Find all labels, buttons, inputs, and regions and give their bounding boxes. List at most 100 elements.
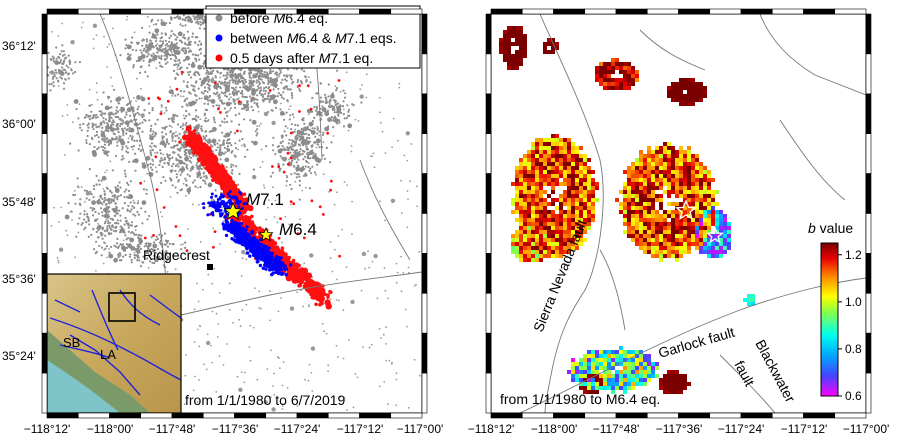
- seismicity-dot-before: [139, 49, 142, 52]
- seismicity-dot-before: [275, 73, 278, 76]
- seismicity-dot-before: [380, 121, 382, 124]
- seismicity-dot-before: [260, 122, 262, 125]
- seismicity-dot-before: [65, 64, 68, 67]
- seismicity-dot-before: [154, 152, 156, 154]
- seismicity-dot-before: [264, 89, 267, 93]
- seismicity-dot-before: [135, 224, 138, 228]
- seismicity-dot-before: [329, 298, 332, 301]
- seismicity-dot-before: [296, 134, 299, 137]
- seismicity-dot-before: [189, 169, 192, 172]
- seismicity-dot-before: [270, 70, 273, 73]
- seismicity-dot-before: [116, 196, 119, 199]
- seismicity-dot-before: [176, 63, 180, 66]
- seismicity-dot-before: [224, 111, 228, 114]
- seismicity-dot-before: [199, 78, 202, 81]
- seismicity-dot-before: [160, 36, 164, 39]
- seismicity-dot-before: [83, 200, 86, 203]
- seismicity-dot-before: [143, 162, 146, 165]
- seismicity-dot-before: [238, 112, 241, 115]
- seismicity-dot-before: [52, 81, 55, 84]
- seismicity-dot-before: [126, 237, 130, 240]
- seismicity-dot-before: [163, 158, 166, 161]
- seismicity-dot-before: [385, 359, 388, 362]
- seismicity-dot-before: [127, 204, 130, 207]
- seismicity-dot-before: [332, 135, 335, 137]
- seismicity-dot-before: [196, 161, 199, 165]
- seismicity-dot-before: [155, 40, 158, 43]
- seismicity-dot-before: [304, 378, 306, 381]
- seismicity-dot-before: [119, 124, 122, 127]
- seismicity-dot-before: [108, 96, 111, 99]
- seismicity-dot-before: [213, 118, 216, 121]
- seismicity-dot-before: [111, 208, 114, 211]
- seismicity-dot-before: [200, 176, 203, 179]
- seismicity-dot-before: [261, 73, 264, 76]
- seismicity-dot-before: [108, 198, 111, 201]
- seismicity-dot-after: [212, 245, 215, 249]
- seismicity-dot-before: [91, 149, 97, 155]
- seismicity-dot-before: [50, 58, 53, 61]
- seismicity-dot-before: [272, 186, 274, 189]
- seismicity-dot-before: [190, 84, 193, 87]
- seismicity-dot-before: [177, 159, 180, 162]
- seismicity-dot-before: [268, 100, 271, 103]
- seismicity-dot-before: [259, 166, 262, 169]
- seismicity-dot-before: [303, 155, 307, 158]
- seismicity-dot-before: [289, 183, 292, 186]
- seismicity-dot-before: [308, 363, 311, 366]
- seismicity-dot-before: [104, 171, 107, 174]
- seismicity-dot-before: [100, 130, 103, 133]
- seismicity-dot-before: [285, 111, 288, 114]
- seismicity-dot-before: [308, 187, 311, 190]
- seismicity-dot-before: [111, 121, 114, 124]
- seismicity-dot-before: [119, 54, 122, 57]
- seismicity-dot-before: [198, 164, 202, 167]
- seismicity-dot-before: [230, 171, 233, 174]
- seismicity-dot-before: [258, 82, 261, 85]
- seismicity-dot-before: [154, 251, 157, 254]
- seismicity-dot-before: [256, 128, 259, 131]
- seismicity-dot-after: [218, 180, 222, 184]
- seismicity-dot-before: [329, 98, 332, 101]
- seismicity-dot-before: [125, 132, 128, 135]
- seismicity-dot-before: [268, 85, 271, 89]
- seismicity-dot-before: [50, 83, 53, 86]
- seismicity-dot-before: [103, 199, 106, 202]
- seismicity-dot-before: [383, 381, 386, 383]
- seismicity-dot-before: [88, 118, 91, 121]
- seismicity-dot-before: [190, 76, 193, 79]
- seismicity-dot-before: [302, 174, 306, 177]
- seismicity-dot-before: [203, 363, 205, 366]
- seismicity-dot-after: [307, 282, 312, 286]
- seismicity-dot-before: [279, 141, 282, 144]
- seismicity-dot-before: [281, 136, 284, 139]
- seismicity-dot-before: [177, 136, 180, 140]
- seismicity-dot-before: [95, 113, 98, 116]
- seismicity-dot-before: [100, 103, 104, 106]
- seismicity-dot-before: [205, 368, 208, 371]
- seismicity-dot-between: [245, 225, 249, 229]
- seismicity-dot-before: [156, 118, 159, 121]
- seismicity-dot-before: [222, 364, 225, 366]
- seismicity-dot-before: [141, 54, 144, 57]
- seismicity-dot-before: [323, 157, 326, 160]
- seismicity-dot-before: [183, 131, 186, 134]
- seismicity-dot-before: [222, 74, 225, 77]
- seismicity-dot-before: [406, 190, 409, 192]
- seismicity-dot-before: [308, 111, 310, 114]
- seismicity-dot-before: [143, 255, 146, 258]
- seismicity-dot-before: [87, 114, 90, 117]
- seismicity-dot-before: [226, 120, 229, 124]
- seismicity-dot-before: [139, 265, 143, 268]
- seismicity-dot-before: [160, 181, 163, 184]
- seismicity-dot-before: [153, 262, 156, 265]
- seismicity-dot-before: [230, 151, 233, 154]
- seismicity-dot-before: [123, 190, 126, 193]
- seismicity-dot-before: [57, 261, 60, 264]
- seismicity-dot-after: [329, 188, 332, 192]
- seismicity-dot-after: [298, 84, 301, 88]
- seismicity-dot-before: [218, 292, 221, 294]
- seismicity-dot-after: [243, 214, 248, 219]
- seismicity-dot-before: [242, 86, 245, 89]
- seismicity-dot-before: [102, 117, 105, 120]
